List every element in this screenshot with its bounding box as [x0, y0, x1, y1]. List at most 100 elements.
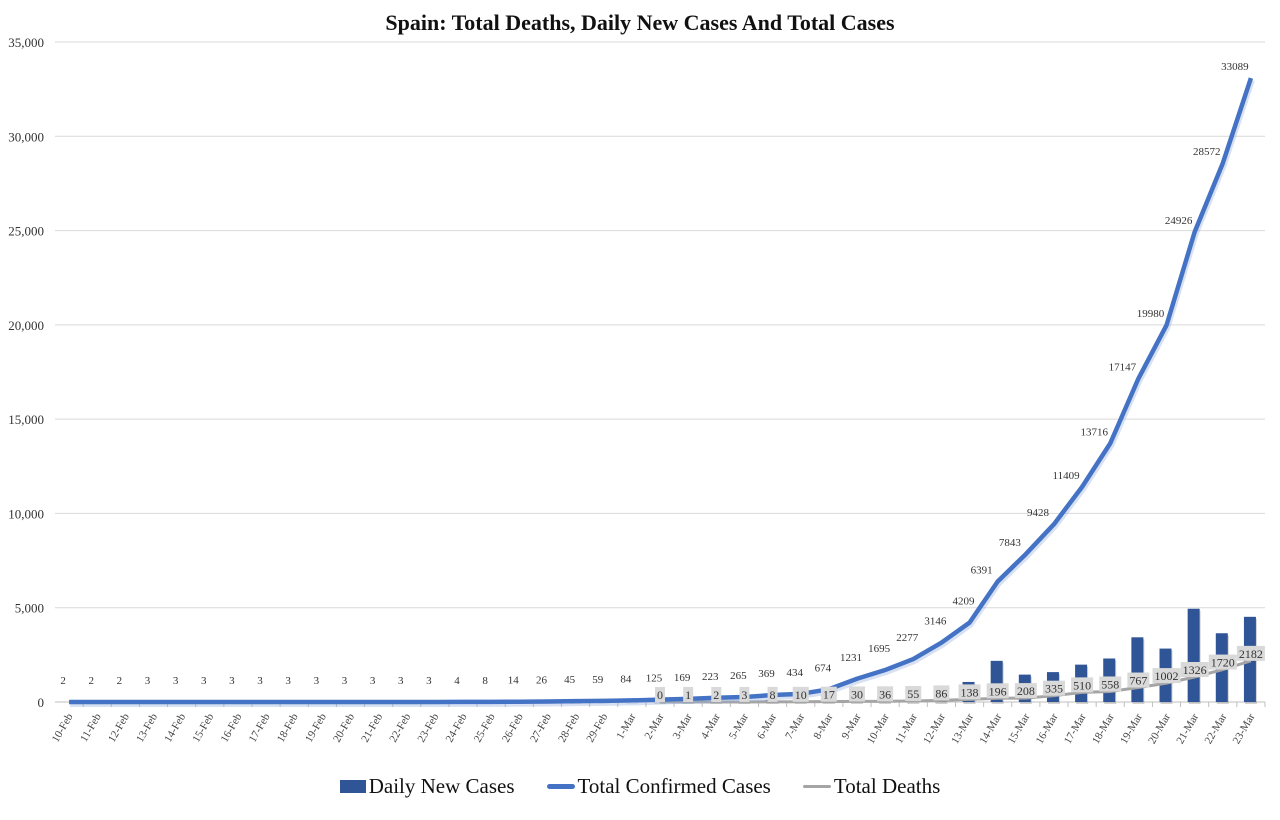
legend-label: Total Confirmed Cases — [577, 774, 771, 798]
x-tick-label: 28-Feb — [556, 711, 582, 744]
x-tick-label: 18-Feb — [275, 711, 301, 744]
y-tick-label: 5,000 — [15, 601, 44, 616]
data-label-total-cases: 1231 — [840, 652, 862, 664]
legend-label: Total Deaths — [833, 774, 941, 798]
data-label-box-deaths — [1180, 661, 1209, 677]
legend-item-total-deaths[interactable]: Total Deaths — [802, 774, 941, 799]
data-label-total-cases: 3 — [342, 675, 348, 687]
data-label-total-cases: 24926 — [1165, 215, 1193, 227]
legend-swatch-bar — [339, 780, 366, 793]
x-tick-label: 5-Mar — [727, 711, 751, 741]
x-tick-label: 23-Feb — [416, 711, 442, 744]
x-tick-label: 3-Mar — [671, 711, 695, 741]
x-tick-label: 13-Mar — [949, 711, 976, 746]
chart-title: Spain: Total Deaths, Daily New Cases And… — [385, 10, 895, 35]
data-label-box-deaths — [958, 684, 981, 700]
data-label-total-cases: 169 — [674, 672, 691, 684]
data-label-deaths: 138 — [961, 685, 979, 699]
data-label-box-deaths — [711, 686, 722, 702]
data-label-deaths: 767 — [1129, 674, 1147, 688]
x-tick-label: 11-Mar — [893, 711, 920, 746]
line-total-deaths — [659, 659, 1252, 704]
data-label-box-deaths — [1014, 683, 1037, 699]
x-tick-label: 24-Feb — [444, 711, 470, 744]
data-label-box-deaths — [933, 685, 950, 701]
data-label-total-cases: 3 — [229, 675, 235, 687]
data-label-total-cases: 11409 — [1053, 470, 1081, 482]
x-tick-label: 7-Mar — [783, 711, 807, 741]
x-tick-label: 14-Feb — [162, 711, 188, 744]
data-label-deaths: 36 — [879, 687, 891, 701]
data-label-total-cases: 8 — [482, 675, 488, 687]
x-tick-label: 6-Mar — [755, 711, 779, 741]
data-label-deaths: 86 — [935, 686, 947, 700]
x-tick-label: 10-Mar — [865, 711, 892, 746]
data-label-total-cases: 3 — [285, 675, 291, 687]
data-label-deaths: 17 — [823, 688, 835, 702]
data-label-deaths: 558 — [1101, 677, 1119, 691]
data-label-total-cases: 434 — [786, 667, 803, 679]
data-label-box-deaths — [1208, 654, 1237, 670]
data-label-total-cases: 4209 — [953, 596, 976, 608]
line-total-confirmed-cases — [69, 77, 1254, 705]
x-tick-label: 29-Feb — [584, 711, 610, 744]
x-tick-label: 17-Mar — [1062, 711, 1089, 746]
data-label-total-cases: 2 — [60, 675, 66, 687]
bar-shadow — [738, 703, 751, 704]
data-label-total-cases: 369 — [758, 668, 775, 680]
data-label-total-cases: 1695 — [868, 643, 891, 655]
x-tick-label: 13-Feb — [134, 711, 160, 744]
data-label-box-deaths — [655, 687, 665, 702]
legend-item-total-confirmed-cases[interactable]: Total Confirmed Cases — [546, 774, 771, 799]
x-tick-label: 26-Feb — [500, 711, 526, 744]
data-label-total-cases: 6391 — [971, 564, 993, 576]
data-label-deaths: 3 — [741, 688, 747, 702]
data-label-total-cases: 3 — [426, 675, 432, 687]
x-tick-label: 19-Mar — [1118, 711, 1145, 746]
x-tick-label: 22-Feb — [387, 711, 413, 744]
data-label-total-cases: 3 — [173, 675, 179, 687]
data-label-box-deaths — [767, 686, 778, 702]
data-label-deaths: 1720 — [1211, 656, 1235, 670]
data-label-total-cases: 125 — [646, 673, 663, 685]
x-tick-label: 15-Mar — [1006, 711, 1033, 746]
data-label-total-cases: 45 — [564, 674, 576, 686]
data-label-deaths: 196 — [989, 684, 1007, 698]
x-tick-label: 20-Feb — [331, 711, 357, 744]
x-tick-label: 2-Mar — [642, 711, 666, 741]
data-label-deaths: 30 — [851, 687, 863, 701]
data-label-total-cases: 33089 — [1221, 61, 1249, 73]
x-tick-label: 19-Feb — [303, 711, 329, 744]
y-tick-label: 25,000 — [8, 224, 44, 239]
legend-swatch-line — [546, 784, 575, 789]
data-label-box-deaths — [905, 685, 922, 701]
data-label-box-deaths — [1099, 676, 1122, 692]
data-label-box-deaths — [820, 686, 837, 702]
data-label-total-cases: 3 — [145, 675, 151, 687]
x-tick-label: 23-Mar — [1231, 711, 1258, 746]
data-label-total-cases: 223 — [702, 671, 719, 683]
data-label-total-cases: 9428 — [1027, 507, 1050, 519]
legend-item-daily-new-cases[interactable]: Daily New Cases — [339, 774, 515, 799]
data-label-deaths: 55 — [907, 687, 919, 701]
data-label-deaths: 2 — [713, 688, 719, 702]
data-label-total-cases: 3 — [370, 675, 376, 687]
data-label-box-deaths — [986, 683, 1009, 699]
data-label-deaths: 208 — [1017, 684, 1035, 698]
data-label-box-deaths — [877, 686, 894, 702]
x-tick-label: 27-Feb — [528, 711, 554, 744]
data-label-total-cases: 3 — [398, 675, 404, 687]
x-tick-label: 22-Mar — [1202, 711, 1229, 746]
x-tick-label: 16-Mar — [1034, 711, 1061, 746]
legend-swatch-line — [802, 785, 831, 788]
data-label-total-cases: 3 — [314, 675, 320, 687]
x-tick-label: 21-Feb — [359, 711, 385, 744]
data-label-deaths: 2182 — [1239, 647, 1263, 661]
data-label-total-cases: 17147 — [1109, 362, 1137, 374]
bar-daily-new-cases — [1131, 637, 1144, 702]
bar-shadow — [794, 702, 807, 704]
data-label-total-cases: 674 — [815, 662, 832, 674]
data-label-deaths: 335 — [1045, 682, 1063, 696]
x-tick-label: 8-Mar — [811, 711, 835, 741]
data-label-total-cases: 7843 — [999, 537, 1022, 549]
